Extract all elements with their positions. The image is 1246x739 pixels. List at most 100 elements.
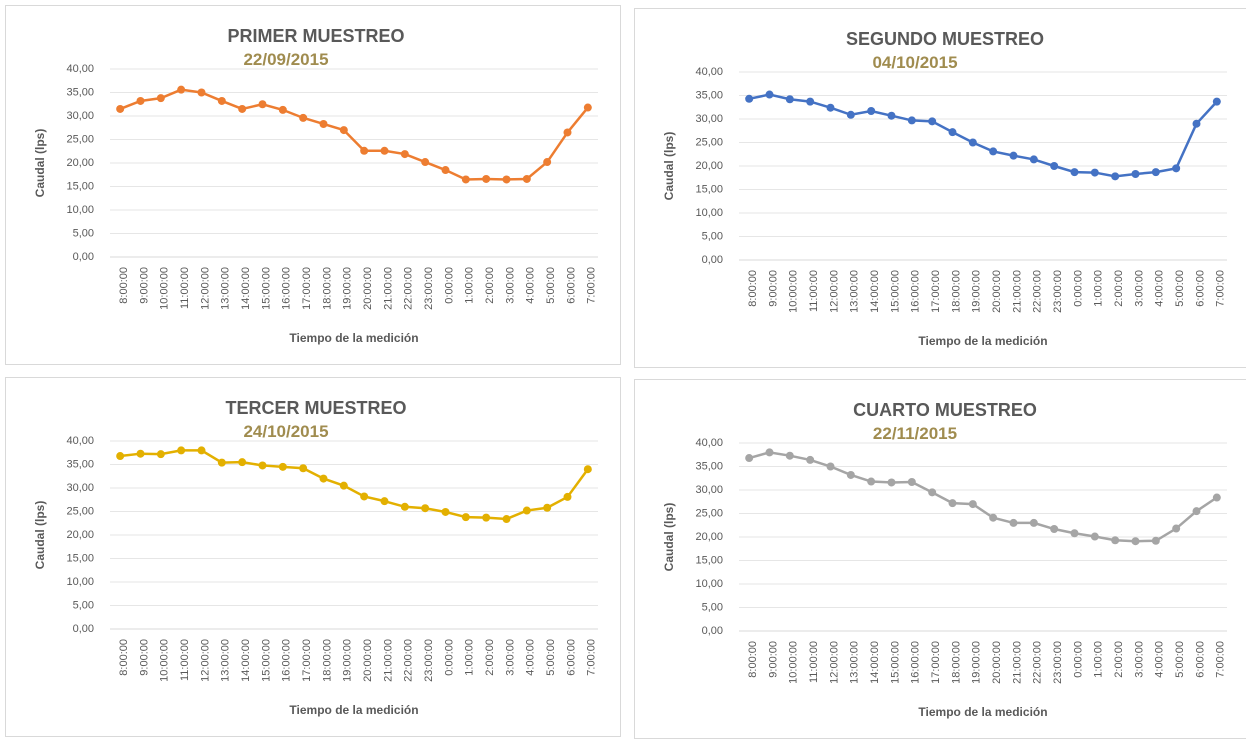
data-point xyxy=(1192,507,1201,516)
data-point xyxy=(482,513,491,522)
chart-subtitle: 24/10/2015 xyxy=(243,422,328,441)
data-point xyxy=(360,492,369,501)
x-tick-label: 8:00:00 xyxy=(118,267,130,304)
x-tick-label: 15:00:00 xyxy=(889,641,901,684)
y-tick-label: 15,00 xyxy=(66,552,94,564)
x-tick-label: 17:00:00 xyxy=(301,639,313,682)
y-tick-label: 10,00 xyxy=(695,578,723,590)
y-tick-label: 30,00 xyxy=(695,484,723,496)
x-tick-label: 14:00:00 xyxy=(869,270,881,313)
data-point xyxy=(543,503,552,512)
x-tick-label: 7:00:00 xyxy=(586,639,598,676)
x-axis-label: Tiempo de la medición xyxy=(918,705,1047,719)
data-point xyxy=(1192,119,1201,128)
data-point xyxy=(380,146,389,155)
chart-title: CUARTO MUESTREO xyxy=(853,400,1037,420)
chart: TERCER MUESTREO 24/10/2015 0,00 5,00 10,00 15… xyxy=(33,398,598,717)
data-point xyxy=(583,103,592,112)
x-tick-label: 21:00:00 xyxy=(1011,270,1023,313)
data-point xyxy=(806,97,815,106)
chart-subtitle: 04/10/2015 xyxy=(872,53,957,72)
data-point xyxy=(482,174,491,183)
y-tick-label: 40,00 xyxy=(695,437,723,449)
x-tick-label: 2:00:00 xyxy=(484,639,496,676)
data-point xyxy=(238,104,247,113)
chart-panel: TERCER MUESTREO 24/10/2015 0,00 5,00 10,00 15… xyxy=(5,377,621,737)
data-point xyxy=(1050,525,1059,534)
x-tick-label: 3:00:00 xyxy=(504,639,516,676)
data-line xyxy=(748,451,1218,543)
data-point xyxy=(522,506,531,515)
x-tick-label: 3:00:00 xyxy=(1133,270,1145,307)
y-axis-label: Caudal (lps) xyxy=(662,132,676,201)
x-tick-label: 19:00:00 xyxy=(342,267,354,310)
x-tick-label: 20:00:00 xyxy=(362,639,374,682)
x-tick-label: 0:00:00 xyxy=(443,267,455,304)
data-point xyxy=(907,478,916,487)
x-tick-label: 4:00:00 xyxy=(1154,641,1166,678)
x-tick-label: 13:00:00 xyxy=(220,267,232,310)
x-tick-label: 5:00:00 xyxy=(545,639,557,676)
x-tick-label: 4:00:00 xyxy=(525,267,537,304)
data-point xyxy=(522,174,531,183)
x-tick-label: 15:00:00 xyxy=(889,270,901,313)
x-tick-label: 4:00:00 xyxy=(1154,270,1166,307)
data-line xyxy=(119,88,589,181)
y-tick-label: 5,00 xyxy=(73,599,94,611)
x-tick-label: 11:00:00 xyxy=(808,270,820,312)
x-tick-label: 21:00:00 xyxy=(382,267,394,310)
x-tick-label: 20:00:00 xyxy=(362,267,374,310)
x-tick-label: 16:00:00 xyxy=(910,641,922,684)
x-tick-label: 1:00:00 xyxy=(1093,641,1105,678)
data-point xyxy=(989,147,998,156)
y-tick-label: 30,00 xyxy=(66,482,94,494)
data-point xyxy=(867,107,876,116)
x-tick-label: 7:00:00 xyxy=(1215,641,1227,678)
y-axis-label: Caudal (lps) xyxy=(662,503,676,572)
data-point xyxy=(887,478,896,487)
x-tick-label: 16:00:00 xyxy=(281,639,293,682)
x-tick-label: 21:00:00 xyxy=(382,639,394,682)
data-point xyxy=(319,119,328,128)
data-point xyxy=(1070,168,1079,177)
x-tick-label: 9:00:00 xyxy=(138,267,150,304)
x-tick-label: 19:00:00 xyxy=(971,641,983,684)
x-tick-label: 13:00:00 xyxy=(849,270,861,313)
data-point xyxy=(461,513,470,522)
data-point xyxy=(156,94,165,103)
y-tick-label: 15,00 xyxy=(66,180,94,192)
x-tick-label: 2:00:00 xyxy=(1113,270,1125,307)
x-tick-label: 9:00:00 xyxy=(138,639,150,676)
x-tick-label: 11:00:00 xyxy=(179,267,191,309)
data-point xyxy=(136,449,145,458)
x-tick-label: 8:00:00 xyxy=(747,270,759,307)
data-point xyxy=(928,488,937,497)
x-tick-label: 12:00:00 xyxy=(828,641,840,684)
x-tick-label: 5:00:00 xyxy=(545,267,557,304)
x-tick-label: 11:00:00 xyxy=(179,639,191,681)
data-point xyxy=(1111,172,1120,181)
chart-title: PRIMER MUESTREO xyxy=(227,26,404,46)
y-tick-label: 25,00 xyxy=(695,507,723,519)
data-point xyxy=(1009,151,1018,160)
x-tick-label: 10:00:00 xyxy=(159,639,171,682)
data-point xyxy=(806,455,815,464)
data-point xyxy=(1131,537,1140,546)
data-point xyxy=(421,158,430,167)
chart-panel: CUARTO MUESTREO 22/11/2015 0,00 5,00 10,00 15… xyxy=(634,379,1246,739)
x-tick-label: 23:00:00 xyxy=(1052,270,1064,313)
y-tick-label: 5,00 xyxy=(73,227,94,239)
x-tick-label: 19:00:00 xyxy=(971,270,983,313)
x-tick-label: 16:00:00 xyxy=(281,267,293,310)
x-tick-label: 20:00:00 xyxy=(991,641,1003,684)
x-tick-label: 14:00:00 xyxy=(240,639,252,682)
x-tick-label: 22:00:00 xyxy=(403,267,415,310)
x-tick-label: 10:00:00 xyxy=(788,641,800,684)
data-point xyxy=(968,500,977,509)
x-tick-label: 5:00:00 xyxy=(1174,641,1186,678)
x-tick-label: 22:00:00 xyxy=(1032,641,1044,684)
data-point xyxy=(1090,532,1099,541)
data-point xyxy=(846,470,855,479)
data-point xyxy=(785,95,794,104)
y-tick-label: 10,00 xyxy=(66,204,94,216)
